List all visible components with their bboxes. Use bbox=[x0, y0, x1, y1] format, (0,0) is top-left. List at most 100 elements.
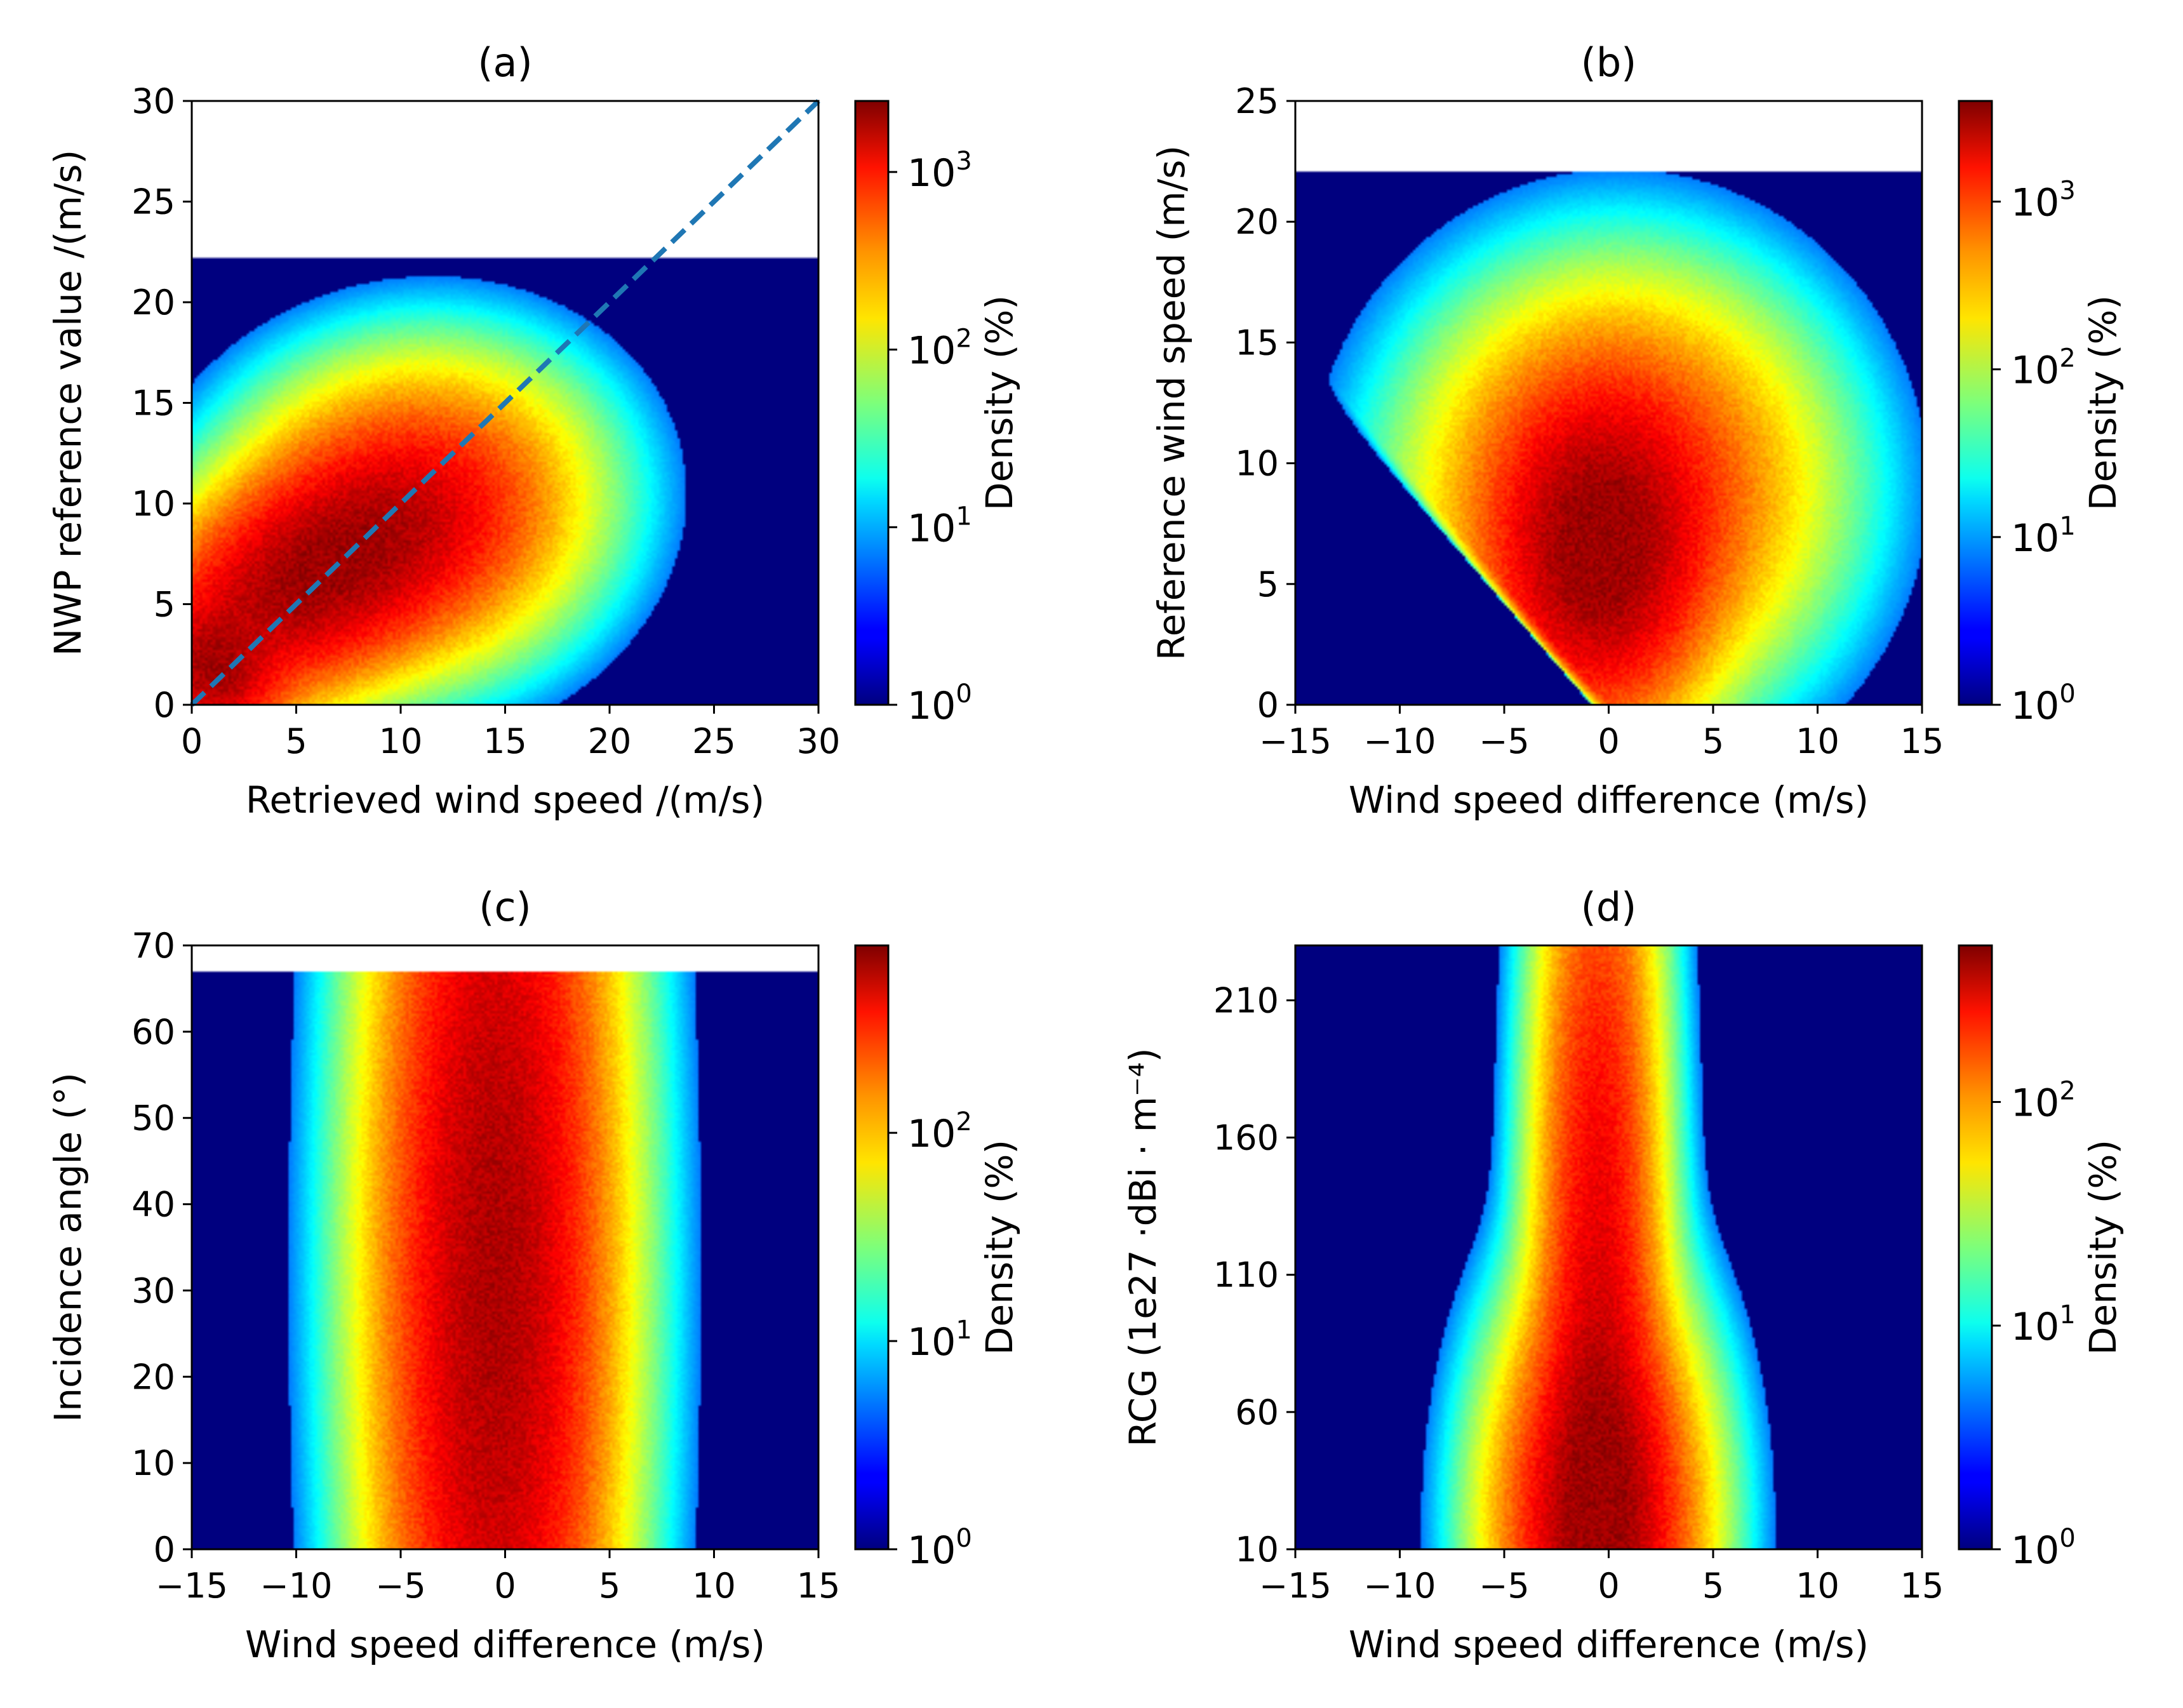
colorbar-tick-label: 103 bbox=[2011, 177, 2076, 225]
panel-b: −15 −10 −5 0 5 10 15 0 5 10 15 20 25 (b) Wind speed di… bbox=[1150, 39, 2125, 822]
colorbar-tick-label: 100 bbox=[2011, 679, 2076, 728]
y-axis-label: Incidence angle (°) bbox=[46, 1072, 90, 1422]
x-tick-label: −10 bbox=[1364, 721, 1436, 761]
y-tick-label: 60 bbox=[131, 1012, 175, 1052]
y-tick-label: 25 bbox=[131, 182, 175, 222]
x-tick-label: 15 bbox=[797, 1566, 841, 1606]
colorbar-label: Density (%) bbox=[978, 1140, 1021, 1355]
x-axis-label: Wind speed difference (m/s) bbox=[245, 1623, 765, 1666]
x-tick-label: 15 bbox=[1900, 1566, 1944, 1606]
panel-title: (c) bbox=[479, 884, 531, 930]
colorbar-label: Density (%) bbox=[978, 295, 1021, 510]
y-tick-label: 25 bbox=[1235, 81, 1279, 121]
y-tick-label: 5 bbox=[1257, 564, 1279, 604]
x-tick-label: 10 bbox=[1796, 721, 1839, 761]
y-tick-label: 20 bbox=[1235, 202, 1279, 242]
colorbar bbox=[855, 101, 888, 705]
x-tick-label: 15 bbox=[1900, 721, 1944, 761]
x-tick-label: −10 bbox=[1364, 1566, 1436, 1606]
y-tick-label: 10 bbox=[1235, 444, 1279, 484]
colorbar-tick-label: 101 bbox=[907, 502, 972, 550]
x-tick-label: 0 bbox=[1598, 1566, 1619, 1606]
colorbar-tick-label: 102 bbox=[2011, 344, 2076, 393]
x-tick-label: −10 bbox=[260, 1566, 333, 1606]
y-tick-label: 0 bbox=[154, 1530, 175, 1570]
x-tick-label: −5 bbox=[375, 1566, 426, 1606]
x-tick-label: −15 bbox=[1259, 721, 1332, 761]
x-tick-label: −15 bbox=[156, 1566, 228, 1606]
colorbar-label: Density (%) bbox=[2081, 295, 2125, 510]
x-tick-label: 0 bbox=[1598, 721, 1619, 761]
x-tick-label: 5 bbox=[1702, 1566, 1724, 1606]
colorbar bbox=[1959, 101, 1992, 705]
x-tick-label: 5 bbox=[599, 1566, 620, 1606]
colorbar-tick-label: 102 bbox=[907, 324, 972, 373]
x-tick-label: −5 bbox=[1479, 721, 1530, 761]
y-tick-label: 20 bbox=[131, 1357, 175, 1397]
y-tick-label: 10 bbox=[1235, 1530, 1279, 1570]
colorbar-label: Density (%) bbox=[2081, 1140, 2125, 1355]
x-tick-label: 0 bbox=[181, 721, 203, 761]
y-axis-label: RCG (1e27 ·dBi · m⁻⁴) bbox=[1121, 1048, 1165, 1446]
y-tick-label: 20 bbox=[131, 283, 175, 323]
x-tick-label: 5 bbox=[285, 721, 307, 761]
y-axis-label: NWP reference value /(m/s) bbox=[46, 150, 90, 656]
y-tick-label: 70 bbox=[131, 926, 175, 966]
colorbar-tick-label: 101 bbox=[2011, 512, 2076, 561]
y-tick-label: 40 bbox=[131, 1185, 175, 1225]
y-tick-label: 160 bbox=[1213, 1118, 1279, 1158]
colorbar-frame bbox=[1958, 944, 1993, 1551]
panel-title: (b) bbox=[1581, 39, 1637, 86]
colorbar bbox=[1959, 945, 1992, 1549]
density-heatmap bbox=[192, 945, 818, 1549]
colorbar bbox=[855, 945, 888, 1549]
x-tick-label: 5 bbox=[1702, 721, 1724, 761]
colorbar-frame bbox=[854, 944, 890, 1551]
panel-title: (a) bbox=[477, 39, 532, 86]
panel-c: −15 −10 −5 0 5 10 15 0 10 20 30 40 50 60 70 (c) Wind spe… bbox=[46, 884, 1021, 1666]
y-tick-label: 50 bbox=[131, 1098, 175, 1138]
x-tick-label: 15 bbox=[483, 721, 527, 761]
y-tick-label: 110 bbox=[1213, 1255, 1279, 1295]
x-tick-label: 10 bbox=[1796, 1566, 1839, 1606]
colorbar-frame bbox=[1958, 100, 1993, 706]
x-tick-label: −15 bbox=[1259, 1566, 1332, 1606]
y-tick-label: 10 bbox=[131, 484, 175, 524]
colorbar-tick-label: 101 bbox=[2011, 1300, 2076, 1349]
colorbar-tick-label: 100 bbox=[2011, 1524, 2076, 1573]
x-axis-label: Wind speed difference (m/s) bbox=[1349, 778, 1869, 822]
density-heatmap bbox=[1295, 101, 1922, 705]
y-tick-label: 15 bbox=[1235, 323, 1279, 363]
y-tick-label: 60 bbox=[1235, 1392, 1279, 1432]
colorbar-tick-label: 101 bbox=[907, 1316, 972, 1364]
y-tick-label: 210 bbox=[1213, 980, 1279, 1020]
colorbar-tick-label: 100 bbox=[907, 1524, 972, 1573]
x-tick-label: 20 bbox=[588, 721, 632, 761]
colorbar-tick-label: 102 bbox=[2011, 1077, 2076, 1126]
y-tick-label: 0 bbox=[1257, 685, 1279, 725]
panel-d: −15 −10 −5 0 5 10 15 10 60 110 160 210 (d) Wind speed… bbox=[1121, 884, 2125, 1666]
y-tick-label: 5 bbox=[154, 585, 175, 625]
colorbar-tick-label: 103 bbox=[907, 147, 972, 196]
density-heatmap bbox=[1295, 945, 1922, 1549]
panel-title: (d) bbox=[1581, 884, 1637, 930]
colorbar-tick-label: 102 bbox=[907, 1107, 972, 1156]
y-axis-label: Reference wind speed (m/s) bbox=[1150, 145, 1193, 660]
x-axis-label: Retrieved wind speed /(m/s) bbox=[246, 778, 764, 822]
x-tick-label: −5 bbox=[1479, 1566, 1530, 1606]
x-tick-label: 25 bbox=[692, 721, 736, 761]
y-tick-label: 15 bbox=[131, 384, 175, 424]
reference-line bbox=[190, 99, 820, 707]
panel-a: 0 5 10 15 20 25 30 0 5 10 15 20 25 30 (a) Retrieved win… bbox=[46, 39, 1021, 822]
x-tick-label: 10 bbox=[692, 1566, 736, 1606]
y-tick-label: 0 bbox=[154, 685, 175, 725]
x-tick-label: 30 bbox=[797, 721, 841, 761]
y-tick-label: 30 bbox=[131, 1271, 175, 1311]
colorbar-frame bbox=[854, 100, 890, 706]
x-tick-label: 0 bbox=[494, 1566, 516, 1606]
x-axis-label: Wind speed difference (m/s) bbox=[1349, 1623, 1869, 1666]
y-tick-label: 10 bbox=[131, 1443, 175, 1483]
x-tick-label: 10 bbox=[379, 721, 423, 761]
y-tick-label: 30 bbox=[131, 81, 175, 121]
